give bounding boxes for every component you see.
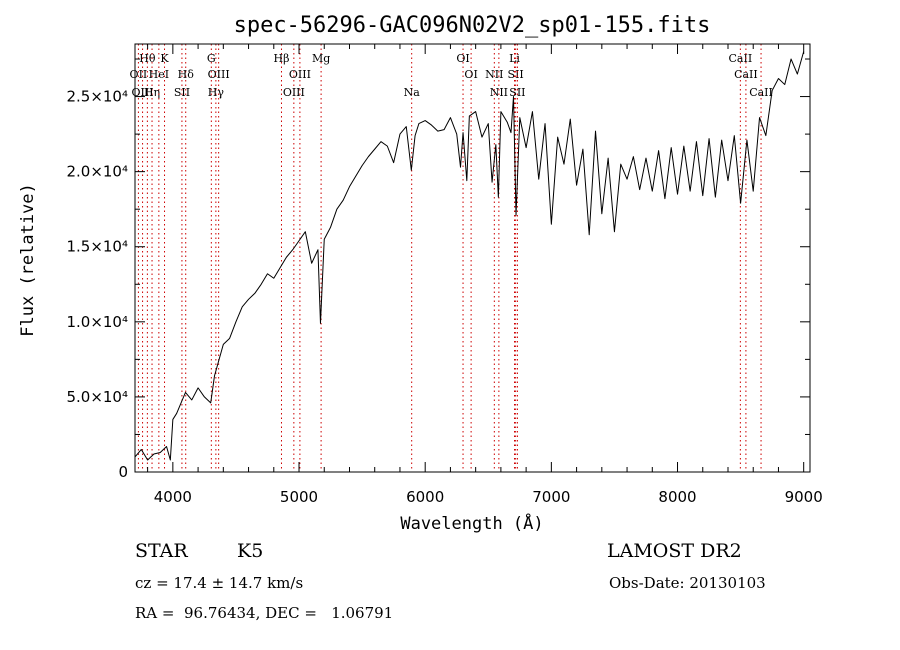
x-axis-label: Wavelength (Å) [400, 512, 543, 534]
marker-label-5: K [160, 52, 169, 65]
spectrum-series-0 [134, 51, 805, 461]
marker-label-10: Hγ [208, 86, 225, 99]
marker-label-9: OIII [208, 68, 230, 81]
marker-label-7: SII [174, 86, 190, 99]
marker-label-1: OII [130, 68, 148, 81]
x-tick-label-4: 8000 [658, 488, 696, 506]
y-tick-label-2: 1.0×10⁴ [66, 313, 128, 331]
marker-label-22: SII [509, 86, 525, 99]
marker-label-2: OIII [132, 86, 154, 99]
marker-label-3: Hη [144, 86, 160, 99]
y-axis-label: Flux (relative) [18, 183, 38, 337]
survey-label: LAMOST DR2 [607, 540, 742, 562]
marker-label-17: OI [464, 68, 477, 81]
marker-label-16: OI [456, 52, 469, 65]
y-tick-label-0: 0 [118, 463, 128, 481]
marker-label-0: Hθ [139, 52, 156, 65]
redshift-label: cz = 17.4 ± 14.7 km/s [135, 574, 304, 592]
object-class: STAR [135, 540, 188, 562]
marker-label-6: Hδ [178, 68, 195, 81]
x-tick-label-3: 7000 [532, 488, 570, 506]
plot-frame [134, 43, 811, 473]
axis-ticks: 4000 5000 6000 7000 8000 9000 0 5.0×10⁴ 1.0×10⁴ 1… [66, 44, 823, 506]
x-tick-label-5: 9000 [785, 488, 823, 506]
x-tick-label-2: 6000 [406, 488, 444, 506]
x-tick-label-0: 4000 [154, 488, 192, 506]
chart-title: spec-56296-GAC096N02V2_sp01-155.fits [234, 13, 711, 38]
marker-label-23: CaII [729, 52, 753, 65]
y-tick-label-4: 2.0×10⁴ [66, 163, 128, 181]
coordinates-label: RA = 96.76434, DEC = 1.06791 [135, 604, 394, 622]
y-tick-label-5: 2.5×10⁴ [66, 88, 128, 106]
marker-label-4: HeI [149, 68, 169, 81]
marker-label-20: Li [509, 52, 520, 65]
marker-label-11: Hβ [274, 52, 290, 65]
marker-label-25: CaII [749, 86, 773, 99]
obs-date-label: Obs-Date: 20130103 [609, 574, 766, 592]
x-tick-label-1: 5000 [280, 488, 318, 506]
marker-label-24: CaII [734, 68, 758, 81]
object-subclass: K5 [237, 540, 264, 562]
series-layer [134, 51, 805, 461]
y-tick-label-3: 1.5×10⁴ [66, 238, 128, 256]
marker-label-12: OIII [289, 68, 311, 81]
marker-label-18: NII [485, 68, 503, 81]
marker-label-19: NII [490, 86, 508, 99]
spectral-line-markers: HθOIIOIIIHηHeIKHδSIIGOIIIHγHβOIIIOIIIMgN… [130, 44, 773, 472]
marker-label-13: OIII [283, 86, 305, 99]
y-tick-label-1: 5.0×10⁴ [66, 388, 128, 406]
marker-label-8: G [207, 52, 216, 65]
marker-label-14: Mg [312, 52, 330, 65]
marker-label-21: SII [508, 68, 524, 81]
marker-label-15: Na [404, 86, 421, 99]
